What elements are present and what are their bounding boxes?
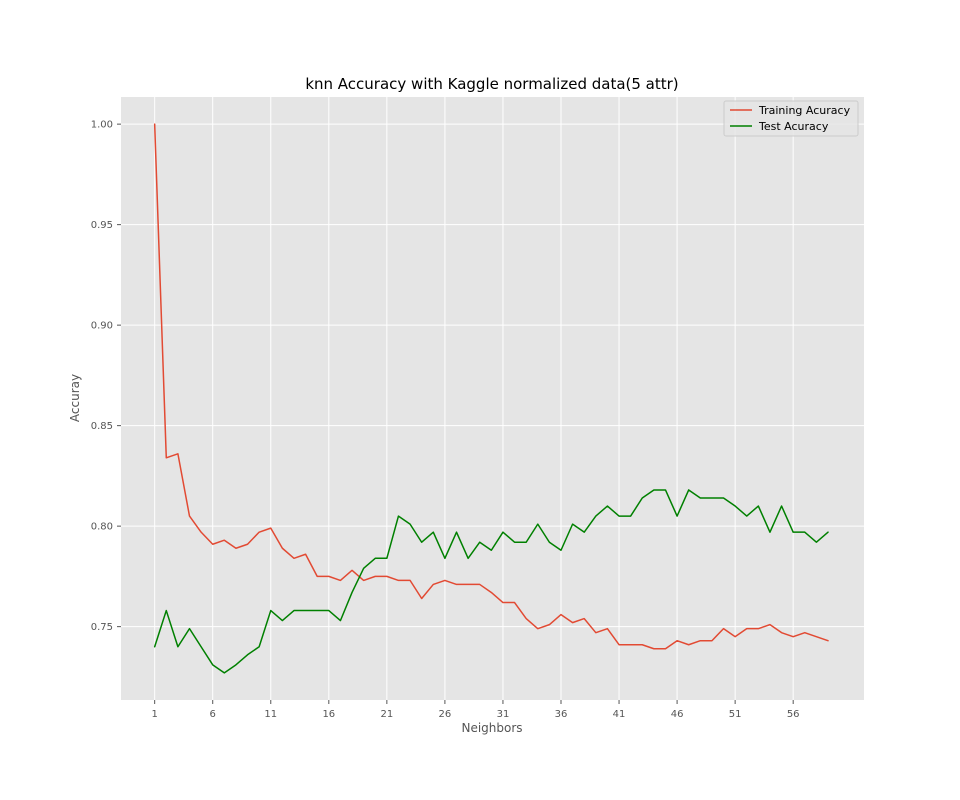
x-tick-label: 21 — [380, 709, 393, 720]
y-tick-label: 1.00 — [91, 120, 113, 131]
y-tick-label: 0.75 — [91, 622, 113, 633]
y-axis-label: Accuray — [68, 374, 82, 422]
chart-title: knn Accuracy with Kaggle normalized data… — [305, 75, 678, 93]
x-tick-label: 16 — [322, 709, 335, 720]
plot-background — [121, 97, 864, 700]
x-tick-label: 41 — [613, 709, 626, 720]
x-tick-label: 31 — [497, 709, 510, 720]
x-tick-label: 36 — [555, 709, 568, 720]
legend: Training Acuracy Test Acuracy — [723, 100, 859, 137]
grid — [121, 97, 864, 700]
x-tick-label: 46 — [671, 709, 684, 720]
legend-box — [723, 100, 859, 137]
y-tick-label: 0.80 — [91, 522, 113, 533]
y-tick-label: 0.85 — [91, 421, 113, 432]
y-tick-label: 0.90 — [91, 321, 113, 332]
x-axis-label: Neighbors — [461, 721, 522, 735]
series-line-training — [153, 123, 829, 650]
x-tick-label: 11 — [264, 709, 277, 720]
x-tick-label: 1 — [151, 709, 157, 720]
legend-label-training: Training Acuracy — [758, 104, 851, 117]
x-tick-label: 6 — [210, 709, 216, 720]
x-tick-label: 51 — [729, 709, 742, 720]
x-tick-label: 56 — [787, 709, 800, 720]
series-layer — [153, 123, 829, 674]
x-tick-label: 26 — [439, 709, 452, 720]
series-line-test — [153, 489, 829, 674]
tick-layer: 1 6 11 16 21 26 31 36 41 46 51 560.750.800.850.900.… — [91, 120, 800, 720]
legend-label-test: Test Acuracy — [758, 120, 829, 133]
y-tick-label: 0.95 — [91, 220, 113, 231]
